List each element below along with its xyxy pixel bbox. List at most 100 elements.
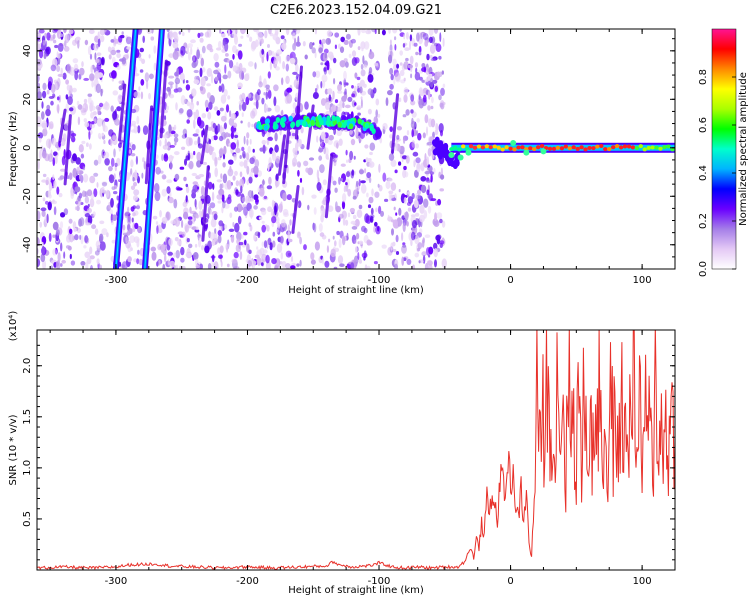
noise-speckle <box>153 45 157 54</box>
noise-speckle <box>373 225 376 233</box>
noise-speckle <box>193 140 198 146</box>
noise-speckle <box>294 56 298 66</box>
noise-speckle <box>267 89 272 99</box>
noise-speckle <box>332 235 335 240</box>
noise-speckle <box>407 207 412 212</box>
tilted-track-core <box>144 29 163 269</box>
noise-speckle <box>201 245 204 251</box>
noise-speckle <box>225 53 229 57</box>
noise-speckle <box>434 85 438 92</box>
noise-speckle <box>275 155 281 164</box>
noise-speckle <box>318 223 323 232</box>
noise-speckle <box>131 144 136 151</box>
noise-speckle <box>394 263 398 269</box>
noise-speckle <box>174 217 181 227</box>
noise-speckle <box>89 73 95 81</box>
noise-speckle <box>396 63 400 69</box>
noise-speckle <box>88 96 92 105</box>
carrier-dot <box>547 146 553 151</box>
noise-speckle <box>303 244 307 251</box>
noise-speckle <box>133 181 137 187</box>
noise-speckle <box>211 191 215 202</box>
noise-speckle <box>246 138 249 146</box>
noise-speckle <box>439 218 443 224</box>
noise-speckle <box>248 249 252 254</box>
noise-speckle <box>133 195 138 201</box>
noise-speckle <box>415 157 421 164</box>
noise-speckle <box>242 150 246 158</box>
carrier-dot <box>476 144 482 149</box>
y-tick-label: 1.5 <box>22 409 33 425</box>
noise-speckle <box>68 172 73 180</box>
x-tick-label: -100 <box>368 576 391 587</box>
noise-speckle <box>227 70 232 79</box>
carrier-dot <box>488 145 493 150</box>
noise-speckle <box>367 88 373 95</box>
noise-speckle <box>69 233 74 243</box>
noise-speckle <box>101 182 108 187</box>
noise-speckle <box>224 41 229 52</box>
noise-speckle <box>133 123 136 128</box>
noise-speckle <box>46 213 49 224</box>
noise-speckle <box>390 159 397 167</box>
noise-speckle <box>213 53 219 62</box>
noise-speckle <box>121 31 124 35</box>
noise-speckle <box>342 193 347 203</box>
noise-speckle <box>289 57 296 65</box>
noise-speckle <box>97 154 102 165</box>
noise-speckle <box>193 119 196 129</box>
noise-speckle <box>185 185 190 194</box>
noise-speckle <box>427 193 433 200</box>
noise-speckle <box>175 102 178 111</box>
noise-speckle <box>193 79 200 85</box>
noise-speckle <box>169 260 175 268</box>
noise-speckle <box>158 260 161 266</box>
noise-speckle <box>438 55 442 60</box>
spectrogram-content <box>37 29 675 269</box>
noise-speckle <box>37 74 40 83</box>
noise-speckle <box>229 110 232 118</box>
noise-speckle <box>319 39 322 45</box>
noise-speckle <box>74 186 81 193</box>
noise-speckle <box>354 218 360 227</box>
noise-speckle <box>232 53 235 60</box>
noise-speckle <box>130 153 136 157</box>
noise-speckle <box>324 260 330 268</box>
noise-speckle <box>48 181 53 191</box>
noise-speckle <box>206 83 211 87</box>
noise-speckle <box>220 83 225 93</box>
noise-speckle <box>56 96 60 101</box>
noise-speckle <box>367 29 371 34</box>
noise-speckle <box>325 153 329 160</box>
noise-speckle <box>161 154 164 161</box>
noise-speckle <box>155 166 161 175</box>
noise-speckle <box>378 163 381 173</box>
noise-speckle <box>224 203 230 209</box>
noise-speckle <box>221 183 224 189</box>
noise-speckle <box>84 251 91 259</box>
noise-speckle <box>83 118 88 123</box>
noise-speckle <box>374 29 377 35</box>
noise-speckle <box>323 48 329 54</box>
noise-speckle <box>371 188 374 197</box>
noise-speckle <box>189 101 195 111</box>
drift-blob <box>331 115 336 122</box>
noise-speckle <box>37 33 42 38</box>
noise-speckle <box>146 79 149 90</box>
noise-speckle <box>218 220 224 227</box>
noise-speckle <box>246 179 249 186</box>
noise-speckle <box>320 214 324 223</box>
noise-speckle <box>373 62 379 66</box>
noise-speckle <box>70 191 74 199</box>
y-tick-label: 0 <box>22 145 33 151</box>
noise-speckle <box>91 81 94 88</box>
noise-speckle <box>185 80 189 84</box>
noise-speckle <box>289 265 296 269</box>
noise-speckle <box>264 104 269 113</box>
noise-speckle <box>161 188 167 197</box>
noise-speckle <box>341 95 347 102</box>
noise-speckle <box>412 264 416 269</box>
x-tick-label: -100 <box>368 275 391 286</box>
noise-speckle <box>63 46 70 52</box>
noise-speckle <box>265 91 268 100</box>
